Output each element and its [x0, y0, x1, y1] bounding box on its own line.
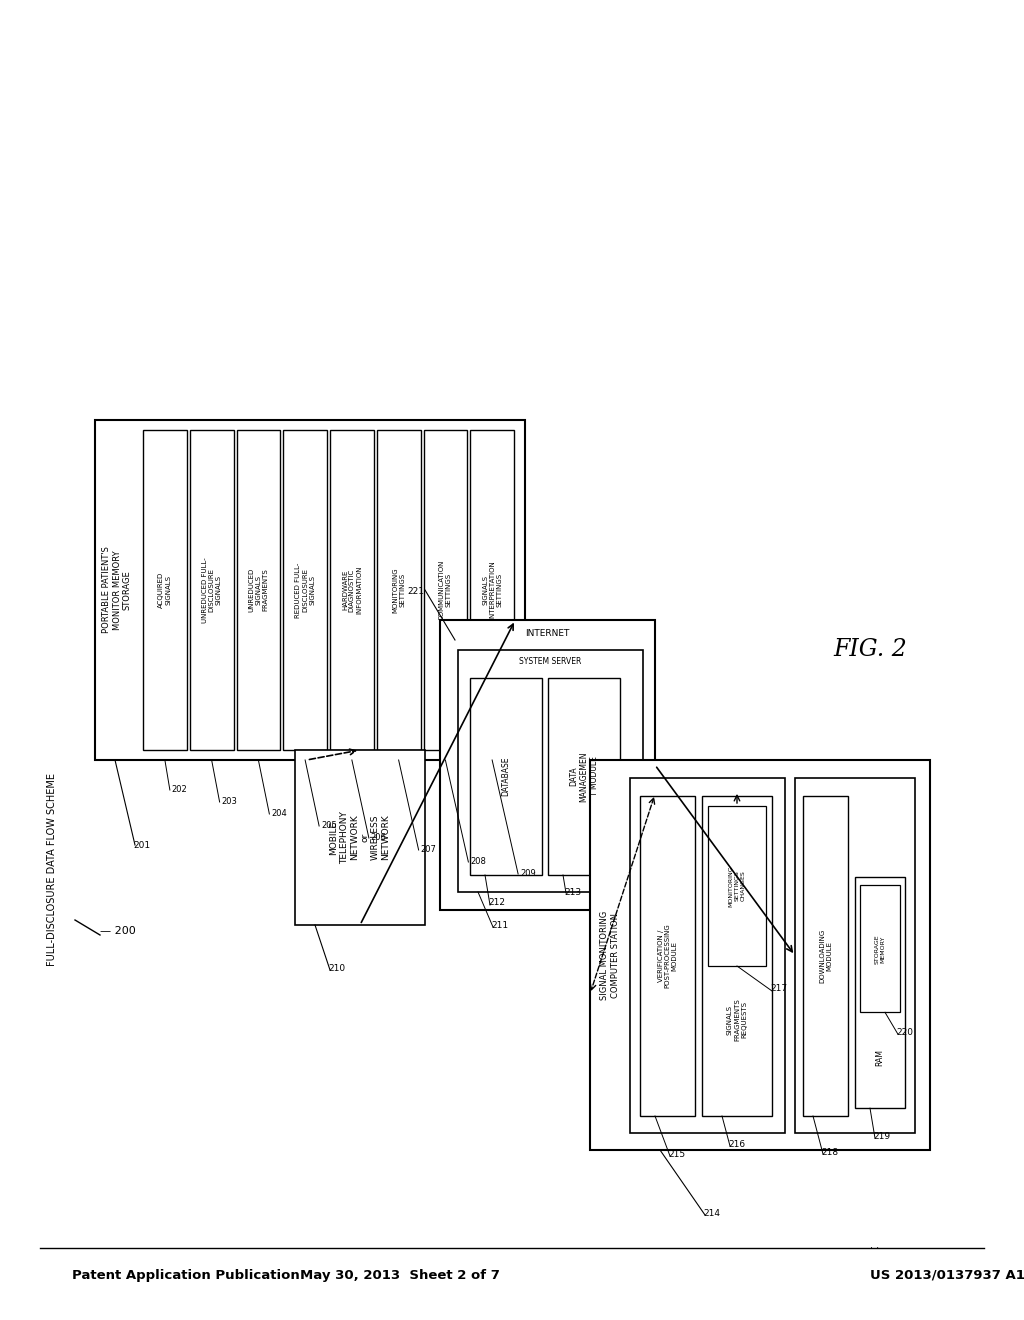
Text: 211: 211 [490, 921, 508, 931]
Text: 216: 216 [728, 1140, 745, 1148]
Bar [95, 420, 525, 760]
Text: UNREDUCED FULL-
DISCLOSURE
SIGNALS: UNREDUCED FULL- DISCLOSURE SIGNALS [202, 557, 221, 623]
Text: 208: 208 [470, 858, 486, 866]
Bar [548, 678, 620, 875]
Text: 219: 219 [873, 1133, 890, 1142]
Bar [795, 777, 915, 1133]
Text: 218: 218 [821, 1148, 838, 1158]
Text: VERIFICATION /
POST-PROCESSING
MODULE: VERIFICATION / POST-PROCESSING MODULE [657, 924, 678, 989]
Text: . .: . . [870, 1239, 880, 1250]
Text: RAM: RAM [876, 1049, 885, 1065]
Bar [377, 430, 421, 750]
Text: COMMUNICATION
SETTINGS: COMMUNICATION SETTINGS [439, 560, 452, 620]
Bar [630, 777, 785, 1133]
Text: 207: 207 [421, 846, 436, 854]
Bar [440, 620, 655, 909]
Text: UNREDUCED
SIGNALS
FRAGMENTS: UNREDUCED SIGNALS FRAGMENTS [249, 568, 268, 612]
Text: 217: 217 [770, 983, 787, 993]
Bar [470, 678, 542, 875]
Text: — 200: — 200 [100, 927, 136, 936]
Text: PORTABLE PATIENT'S
MONITOR MEMORY
STORAGE: PORTABLE PATIENT'S MONITOR MEMORY STORAG… [102, 546, 132, 634]
Text: MONITORING
SETTINGS: MONITORING SETTINGS [392, 568, 406, 612]
Text: 203: 203 [221, 797, 238, 807]
Text: REDUCED FULL-
DISCLOSURE
SIGNALS: REDUCED FULL- DISCLOSURE SIGNALS [295, 562, 315, 618]
Text: MOBILE
TELEPHONY
NETWORK
or
WIRELESS
NETWORK: MOBILE TELEPHONY NETWORK or WIRELESS NET… [330, 810, 390, 863]
Bar [424, 430, 467, 750]
Text: MONITORING
SETTINGS
CHANGES: MONITORING SETTINGS CHANGES [729, 865, 745, 907]
Text: SIGNAL MONITORING
COMPUTER STATION: SIGNAL MONITORING COMPUTER STATION [600, 911, 620, 999]
Text: 214: 214 [703, 1209, 720, 1218]
Bar [855, 878, 905, 1109]
Bar [590, 760, 930, 1150]
Text: INTERNET: INTERNET [525, 630, 569, 639]
Text: DOWNLOADING
MODULE: DOWNLOADING MODULE [819, 929, 831, 983]
Text: 209: 209 [520, 870, 536, 879]
Text: 220: 220 [896, 1028, 913, 1038]
Text: Patent Application Publication: Patent Application Publication [72, 1269, 300, 1282]
Text: 210: 210 [328, 964, 345, 973]
Text: DATA
MANAGEMEN
T MODULE: DATA MANAGEMEN T MODULE [569, 751, 599, 801]
Bar [470, 430, 514, 750]
Text: 215: 215 [668, 1150, 685, 1159]
Text: SIGNALS
INTERPRETATION
SETTINGS: SIGNALS INTERPRETATION SETTINGS [482, 561, 502, 619]
Bar [640, 796, 695, 1115]
Text: 201: 201 [133, 841, 151, 850]
Text: 206: 206 [371, 833, 387, 842]
Text: HARDWARE
DIAGNOSTIC
INFORMATION: HARDWARE DIAGNOSTIC INFORMATION [342, 566, 361, 614]
Text: SIGNALS
FRAGMENTS
REQUESTS: SIGNALS FRAGMENTS REQUESTS [727, 999, 746, 1041]
Text: FIG. 2: FIG. 2 [834, 639, 907, 661]
Text: SYSTEM SERVER: SYSTEM SERVER [519, 657, 582, 667]
Bar [702, 796, 772, 1115]
Bar [295, 750, 425, 925]
Text: DATABASE: DATABASE [502, 756, 511, 796]
Bar [708, 807, 766, 966]
Text: 204: 204 [271, 809, 287, 818]
Text: ACQUIRED
SIGNALS: ACQUIRED SIGNALS [159, 572, 171, 609]
Text: 221: 221 [407, 587, 424, 597]
Bar [860, 886, 900, 1012]
Bar [237, 430, 281, 750]
Text: May 30, 2013  Sheet 2 of 7: May 30, 2013 Sheet 2 of 7 [300, 1269, 500, 1282]
Bar [330, 430, 374, 750]
Bar [803, 796, 848, 1115]
Bar [143, 430, 186, 750]
Text: 202: 202 [172, 785, 187, 795]
Text: 212: 212 [488, 898, 505, 907]
Text: FULL-DISCLOSURE DATA FLOW SCHEME: FULL-DISCLOSURE DATA FLOW SCHEME [47, 774, 57, 966]
Text: 205: 205 [322, 821, 337, 830]
Text: 213: 213 [564, 888, 582, 898]
Bar [189, 430, 233, 750]
Bar [458, 649, 643, 892]
Bar [284, 430, 327, 750]
Text: US 2013/0137937 A1: US 2013/0137937 A1 [870, 1269, 1024, 1282]
Text: STORAGE
MEMORY: STORAGE MEMORY [874, 935, 886, 964]
